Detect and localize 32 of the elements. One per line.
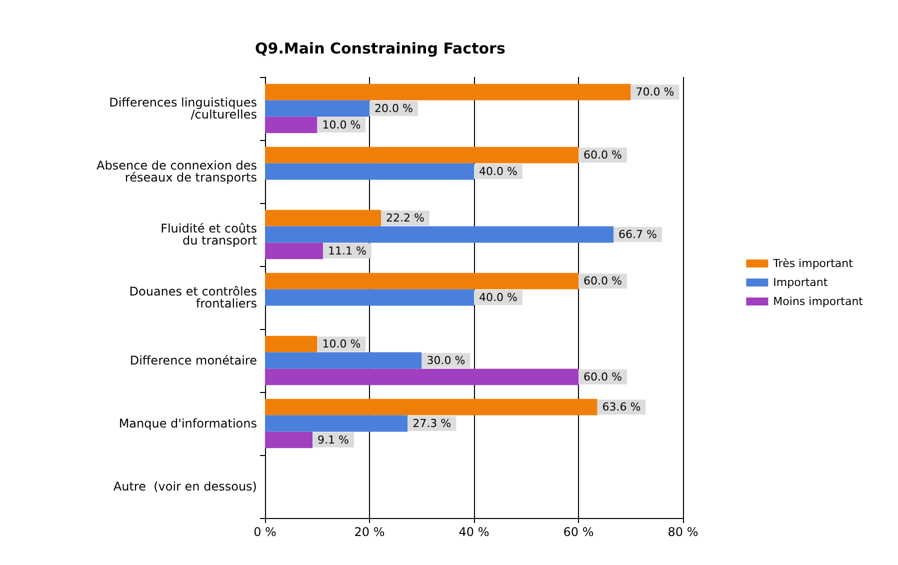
- y-tick-label: Difference monétaire: [130, 354, 257, 368]
- data-label: 40.0 %: [479, 291, 518, 304]
- legend-label: Moins important: [773, 295, 864, 308]
- data-label: 70.0 %: [636, 86, 674, 99]
- data-label: 60.0 %: [584, 370, 622, 384]
- y-tick-label: Douanes et contrôles frontaliers: [129, 284, 257, 310]
- data-label: 40.0 %: [479, 165, 518, 178]
- data-label: 30.0 %: [426, 354, 466, 367]
- x-tick-label: 60 %: [563, 525, 594, 539]
- data-label: 60.0 %: [584, 148, 622, 162]
- data-label: 22.2 %: [386, 212, 424, 225]
- data-label: 20.0 %: [374, 102, 413, 115]
- chart-title: Q9.Main Constraining Factors: [255, 40, 506, 58]
- legend-label: Très important: [772, 257, 854, 270]
- data-label: 63.6 %: [602, 400, 641, 414]
- data-label: 27.3 %: [412, 417, 452, 430]
- data-label: 66.7 %: [618, 228, 657, 241]
- data-label: 10.0 %: [322, 118, 361, 132]
- data-label: 60.0 %: [584, 274, 622, 288]
- y-tick-label: Absence de connexion des réseaux de transports: [96, 158, 257, 184]
- data-label: 10.0 %: [322, 338, 361, 351]
- x-tick-label: 0 %: [254, 525, 276, 539]
- y-tick-label: Differences linguistiques /culturelles: [109, 96, 257, 122]
- y-tick-label: Autre (voir en dessous): [113, 480, 257, 494]
- x-tick-label: 40 %: [458, 525, 490, 539]
- data-label: 9.1 %: [318, 433, 349, 446]
- x-tick-label: 80 %: [668, 525, 698, 539]
- data-label: 11.1 %: [328, 244, 366, 258]
- y-tick-label: Manque d'informations: [118, 416, 257, 430]
- legend-label: Important: [773, 276, 828, 289]
- x-tick-label: 20 %: [354, 525, 385, 539]
- y-tick-label: Fluidité et coûts du transport: [160, 222, 258, 248]
